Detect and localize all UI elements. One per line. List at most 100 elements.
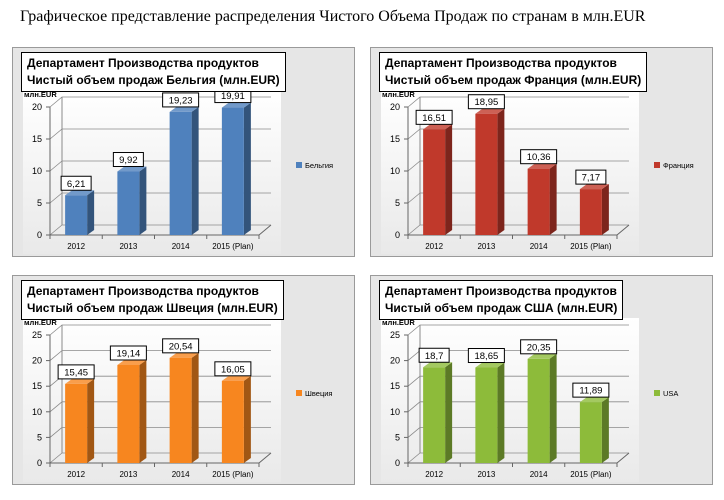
y-tick-label: 5 <box>37 198 42 208</box>
bar <box>169 357 192 463</box>
bar <box>527 168 550 235</box>
chart-title: Департамент Производства продуктов Чистый… <box>21 280 284 320</box>
chart-panel-sweden: 0 5 10 15 20 25 млн.EUR 15,45 2012 19,14 2013 20,54… <box>12 275 355 485</box>
legend-swatch <box>296 390 302 396</box>
bar <box>579 189 602 235</box>
legend-label: Франция <box>663 161 694 170</box>
data-label: 16,05 <box>221 364 245 375</box>
legend-swatch <box>654 162 660 168</box>
data-label-box <box>60 175 92 191</box>
y-tick-label: 15 <box>32 381 42 391</box>
y-tick-label: 10 <box>32 407 42 417</box>
chart-title-line1: Департамент Производства продуктов <box>385 56 617 70</box>
bar-top <box>423 362 453 368</box>
x-tick-label: 2015 (Plan) <box>212 470 254 479</box>
chart-title-line2: Чистый объем продаж США (млн.EUR) <box>385 301 618 315</box>
data-label-box <box>162 338 200 354</box>
bar-side <box>549 163 557 235</box>
data-label: 19,23 <box>169 95 193 106</box>
data-label: 9,92 <box>119 155 138 166</box>
data-label: 19,91 <box>221 91 245 102</box>
y-axis-label: млн.EUR <box>24 318 57 327</box>
legend-swatch <box>296 162 302 168</box>
data-label-box <box>520 339 558 355</box>
bar <box>117 171 140 235</box>
bar-top <box>527 353 557 359</box>
x-tick-label: 2013 <box>119 470 137 479</box>
y-tick-label: 0 <box>37 230 42 240</box>
chart-title-line1: Департамент Производства продуктов <box>385 284 617 298</box>
data-label-box <box>467 94 505 110</box>
bar <box>475 367 498 463</box>
y-tick-label: 5 <box>37 432 42 442</box>
bar <box>423 367 446 463</box>
x-tick-label: 2014 <box>172 470 190 479</box>
x-tick-label: 2012 <box>67 242 85 251</box>
x-tick-label: 2013 <box>477 470 495 479</box>
chart-title-line2: Чистый объем продаж Франция (млн.EUR) <box>385 73 642 87</box>
x-tick-label: 2014 <box>530 242 548 251</box>
bar-top <box>423 124 453 130</box>
bar-top <box>169 352 199 358</box>
bar <box>65 195 88 235</box>
bar-top <box>169 106 199 112</box>
chart-title-line2: Чистый объем продаж Швеция (млн.EUR) <box>27 301 278 315</box>
y-tick-label: 20 <box>32 356 42 366</box>
y-tick-label: 10 <box>32 166 42 176</box>
bar <box>117 365 140 463</box>
bar-top <box>527 163 557 169</box>
y-tick-label: 5 <box>395 432 400 442</box>
legend-swatch <box>654 390 660 396</box>
bar-top <box>117 166 147 172</box>
legend-label: Швеция <box>305 389 333 398</box>
data-label-box <box>418 347 450 363</box>
bar-side <box>191 106 199 235</box>
data-label-box <box>57 364 95 380</box>
page-title: Графическое представление распределения … <box>20 8 646 25</box>
bar <box>65 383 88 463</box>
y-tick-label: 0 <box>37 458 42 468</box>
chart-svg: 0 5 10 15 20 25 млн.EUR 15,45 2012 19,14 2013 20,54… <box>23 318 333 482</box>
data-label-box <box>112 152 144 168</box>
data-label-box <box>575 169 607 185</box>
bar-top <box>221 375 251 381</box>
bar-top <box>221 102 251 108</box>
data-label: 10,36 <box>527 152 551 163</box>
y-tick-label: 0 <box>395 458 400 468</box>
data-label-box <box>467 348 505 364</box>
data-label: 18,65 <box>474 351 498 362</box>
bar <box>169 111 192 235</box>
data-label: 11,89 <box>579 386 602 397</box>
y-axis-label: млн.EUR <box>382 90 415 99</box>
legend-label: Бельгия <box>305 161 333 170</box>
y-tick-label: 25 <box>390 330 400 340</box>
data-label: 7,17 <box>582 173 601 184</box>
bar-side <box>497 362 505 463</box>
data-label-box <box>109 345 147 361</box>
bar <box>527 358 550 463</box>
chart-title-line1: Департамент Производства продуктов <box>27 284 259 298</box>
bar <box>423 129 446 235</box>
data-label-box <box>415 109 453 125</box>
chart-title-line1: Департамент Производства продуктов <box>27 56 259 70</box>
data-label: 18,95 <box>474 97 498 108</box>
chart-panel-belgium: 0 5 10 15 20 млн.EUR 6,21 2012 9,92 2013 19,23 2014… <box>12 47 355 257</box>
data-label-box <box>162 92 200 108</box>
bar <box>475 113 498 235</box>
chart-title: Департамент Производства продуктов Чистый… <box>379 280 624 320</box>
bar <box>221 380 244 463</box>
y-tick-label: 5 <box>395 198 400 208</box>
bar-side <box>445 124 453 235</box>
y-tick-label: 10 <box>390 407 400 417</box>
bar-top <box>65 190 95 196</box>
y-tick-label: 15 <box>390 381 400 391</box>
y-tick-label: 15 <box>390 134 400 144</box>
data-label-box <box>214 361 252 377</box>
bar <box>579 402 602 463</box>
data-label-box <box>572 382 610 398</box>
chart-svg: 0 5 10 15 20 25 млн.EUR 18,7 2012 18,65 2013 20,35 2… <box>381 318 678 482</box>
y-axis-label: млн.EUR <box>382 318 415 327</box>
bar-top <box>475 108 505 114</box>
y-tick-label: 20 <box>390 102 400 112</box>
bar-top <box>65 378 95 384</box>
